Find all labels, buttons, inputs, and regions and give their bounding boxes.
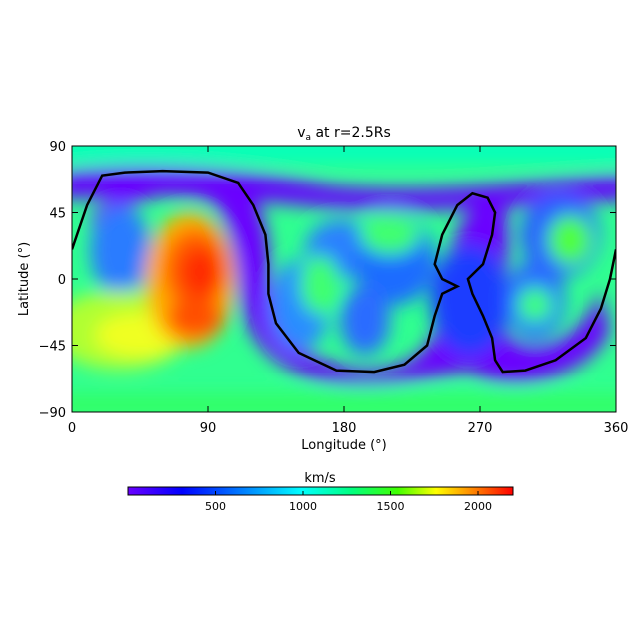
- colorbar-tick-label: 1000: [289, 500, 317, 513]
- colorbar: [127, 486, 514, 496]
- x-tick-label: 180: [332, 421, 357, 436]
- neutral-line: [72, 169, 616, 374]
- x-tick-label: 90: [200, 421, 217, 436]
- x-tick-label: 0: [68, 421, 76, 436]
- x-tick-label: 360: [604, 421, 629, 436]
- x-axis-label: Longitude (°): [301, 438, 386, 453]
- y-tick-label: −90: [39, 406, 66, 421]
- y-tick-label: 90: [49, 140, 66, 155]
- chart-title: va at r=2.5Rs: [297, 125, 391, 143]
- y-tick-label: 45: [49, 207, 66, 222]
- y-axis-label: Latitude (°): [17, 242, 32, 316]
- x-tick-label: 270: [468, 421, 493, 436]
- y-axis-ticks: 90 45 0 −45 −90: [39, 140, 616, 421]
- colorbar-label: km/s: [304, 471, 336, 486]
- colorbar-tick-label: 2000: [464, 500, 492, 513]
- colorbar-tick-label: 1500: [377, 500, 405, 513]
- y-tick-label: −45: [39, 340, 66, 355]
- x-axis-ticks: 0 90 180 270 360: [68, 146, 629, 436]
- colorbar-tick-label: 500: [205, 500, 226, 513]
- y-tick-label: 0: [58, 273, 66, 288]
- colorbar-ticks: 500 1000 1500 2000: [205, 491, 492, 513]
- heatmap-field: [72, 146, 616, 412]
